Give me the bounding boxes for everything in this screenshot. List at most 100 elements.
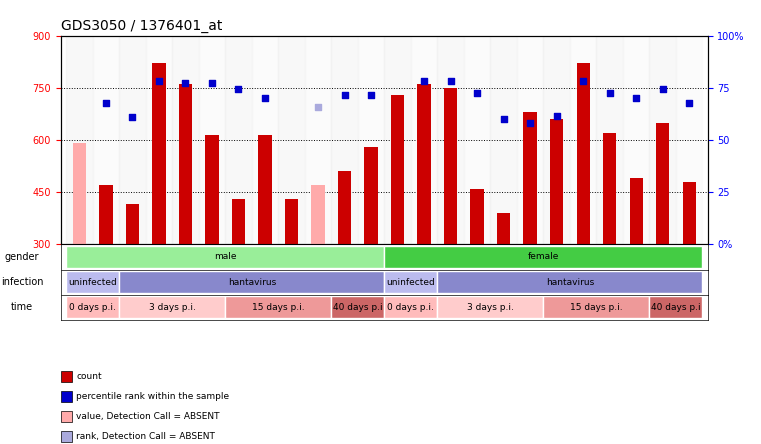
Point	[550, 112, 562, 119]
Bar	[225, 36, 252, 245]
Bar	[577, 63, 590, 245]
Point	[524, 119, 537, 126]
Point	[603, 89, 616, 96]
Bar	[550, 119, 563, 245]
Text: uninfected: uninfected	[387, 278, 435, 286]
Bar	[338, 171, 351, 245]
Text: 0 days p.i.: 0 days p.i.	[387, 303, 435, 312]
Bar	[438, 36, 464, 245]
Text: 0 days p.i.: 0 days p.i.	[69, 303, 116, 312]
Bar	[331, 36, 358, 245]
Point	[180, 79, 192, 86]
Bar	[623, 36, 649, 245]
Bar	[252, 36, 279, 245]
Bar	[304, 36, 331, 245]
Text: female: female	[527, 253, 559, 262]
Bar	[384, 36, 411, 245]
Text: male: male	[214, 253, 237, 262]
Point	[365, 91, 377, 98]
FancyBboxPatch shape	[543, 296, 649, 318]
FancyBboxPatch shape	[119, 296, 225, 318]
Bar	[524, 112, 537, 245]
Point	[471, 89, 483, 96]
Bar	[232, 199, 245, 245]
Point	[259, 95, 271, 102]
Point	[100, 100, 112, 107]
Bar	[411, 36, 438, 245]
Point	[657, 86, 669, 93]
Point	[312, 103, 324, 111]
Bar	[285, 199, 298, 245]
Point	[232, 86, 244, 93]
Bar	[464, 36, 490, 245]
Bar	[179, 84, 192, 245]
Bar	[603, 133, 616, 245]
Bar	[199, 36, 225, 245]
FancyBboxPatch shape	[384, 246, 702, 268]
Text: hantavirus: hantavirus	[546, 278, 594, 286]
Bar	[517, 36, 543, 245]
FancyBboxPatch shape	[66, 271, 119, 293]
Text: hantavirus: hantavirus	[228, 278, 276, 286]
FancyBboxPatch shape	[225, 296, 331, 318]
Bar	[683, 182, 696, 245]
Text: uninfected: uninfected	[68, 278, 117, 286]
Text: 3 days p.i.: 3 days p.i.	[467, 303, 514, 312]
Text: 15 days p.i.: 15 days p.i.	[570, 303, 622, 312]
Text: 15 days p.i.: 15 days p.i.	[252, 303, 304, 312]
Bar	[365, 147, 377, 245]
Bar	[470, 189, 484, 245]
Bar	[418, 84, 431, 245]
Bar	[279, 36, 304, 245]
Bar	[119, 36, 145, 245]
Bar	[391, 95, 404, 245]
Bar	[145, 36, 172, 245]
FancyBboxPatch shape	[119, 271, 384, 293]
Bar	[649, 36, 676, 245]
Bar	[570, 36, 597, 245]
Point	[630, 95, 642, 102]
Point	[683, 100, 696, 107]
Bar	[66, 36, 93, 245]
Bar	[311, 185, 325, 245]
Point	[153, 77, 165, 84]
Bar	[629, 178, 643, 245]
Text: count: count	[76, 372, 102, 381]
Bar	[497, 213, 510, 245]
FancyBboxPatch shape	[438, 296, 543, 318]
Bar	[73, 143, 86, 245]
FancyBboxPatch shape	[331, 296, 384, 318]
Text: rank, Detection Call = ABSENT: rank, Detection Call = ABSENT	[76, 432, 215, 441]
Point	[126, 114, 139, 121]
FancyBboxPatch shape	[649, 296, 702, 318]
Bar	[543, 36, 570, 245]
Y-axis label: gender: gender	[5, 252, 40, 262]
Text: GDS3050 / 1376401_at: GDS3050 / 1376401_at	[61, 19, 222, 33]
Bar	[152, 63, 166, 245]
Y-axis label: infection: infection	[1, 277, 43, 287]
Point	[206, 79, 218, 86]
Bar	[444, 88, 457, 245]
Bar	[126, 204, 139, 245]
Bar	[205, 135, 218, 245]
Text: value, Detection Call = ABSENT: value, Detection Call = ABSENT	[76, 412, 220, 421]
Bar	[490, 36, 517, 245]
Bar	[358, 36, 384, 245]
Point	[444, 77, 457, 84]
Y-axis label: time: time	[11, 302, 33, 312]
Text: 40 days p.i: 40 days p.i	[333, 303, 383, 312]
FancyBboxPatch shape	[384, 296, 438, 318]
Bar	[259, 135, 272, 245]
Bar	[172, 36, 199, 245]
FancyBboxPatch shape	[66, 246, 384, 268]
Bar	[676, 36, 702, 245]
Text: 3 days p.i.: 3 days p.i.	[149, 303, 196, 312]
Bar	[93, 36, 119, 245]
FancyBboxPatch shape	[66, 296, 119, 318]
Text: 40 days p.i: 40 days p.i	[651, 303, 701, 312]
Point	[418, 77, 430, 84]
FancyBboxPatch shape	[384, 271, 438, 293]
Bar	[100, 185, 113, 245]
Point	[498, 115, 510, 123]
Point	[577, 77, 589, 84]
